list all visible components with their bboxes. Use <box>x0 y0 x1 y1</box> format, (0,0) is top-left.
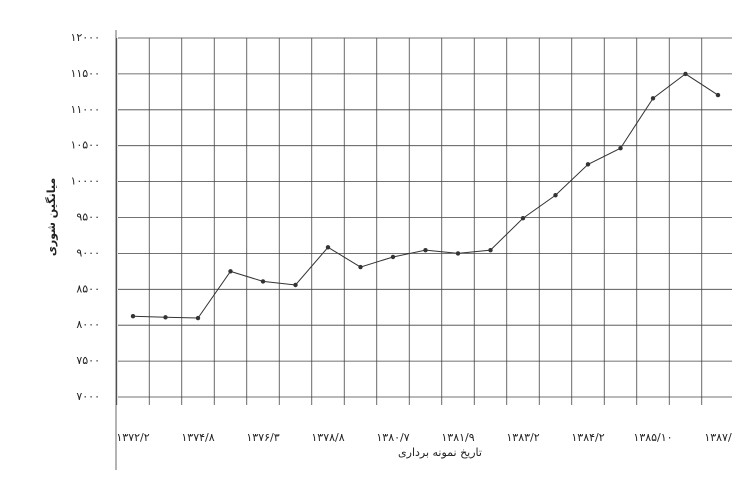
x-tick-label: ۱۳۸۱/۹ <box>441 431 474 444</box>
chart: میانگین شوری تاریخ نمونه برداری ۷۰۰۰ ۷۵۰۰… <box>0 0 732 482</box>
data-line <box>133 74 718 318</box>
data-point <box>163 315 167 319</box>
y-tick-label: ۸۵۰۰ <box>76 282 100 295</box>
x-tick-label: ۱۳۸۵/۱۰ <box>633 431 672 444</box>
data-point <box>391 255 395 259</box>
data-point <box>293 283 297 287</box>
data-point <box>586 162 590 166</box>
data-point <box>488 248 492 252</box>
x-tick-label: ۱۳۷۴/۸ <box>181 431 214 444</box>
x-tick-label: ۱۳۸۰/۷ <box>376 431 409 444</box>
y-tick-label: ۱۰۵۰۰ <box>70 139 100 152</box>
data-point <box>521 216 525 220</box>
y-tick-label: ۱۲۰۰۰ <box>70 31 100 44</box>
y-tick-label: ۷۵۰۰ <box>76 354 100 367</box>
x-tick-label: ۱۳۷۲/۲ <box>116 431 149 444</box>
data-point <box>716 93 720 97</box>
data-point <box>196 316 200 320</box>
data-point <box>683 72 687 76</box>
data-point <box>651 96 655 100</box>
data-point <box>423 248 427 252</box>
data-point <box>131 314 135 318</box>
y-tick-label: ۱۰۰۰۰ <box>70 175 100 188</box>
x-tick-label: ۱۳۸۴/۲ <box>571 431 604 444</box>
x-axis-label: تاریخ نمونه برداری <box>398 446 482 459</box>
data-point <box>618 146 622 150</box>
y-tick-label: ۹۰۰۰ <box>76 246 100 259</box>
y-tick-label: ۸۰۰۰ <box>76 318 100 331</box>
y-tick-label: ۷۰۰۰ <box>76 390 100 403</box>
y-tick-label: ۹۵۰۰ <box>76 211 100 224</box>
data-point <box>228 269 232 273</box>
x-tick-label: ۱۳۷۶/۳ <box>246 431 279 444</box>
x-tick-label: ۱۳۸۷/ <box>704 431 732 444</box>
data-point <box>358 265 362 269</box>
y-axis-label: میانگین شوری <box>45 178 58 256</box>
data-point <box>553 193 557 197</box>
x-tick-label: ۱۳۷۸/۸ <box>311 431 344 444</box>
y-tick-label: ۱۱۰۰۰ <box>70 103 100 116</box>
x-tick-label: ۱۳۸۳/۲ <box>506 431 539 444</box>
data-point <box>326 245 330 249</box>
data-point <box>261 279 265 283</box>
data-point <box>456 251 460 255</box>
y-tick-label: ۱۱۵۰۰ <box>70 67 100 80</box>
